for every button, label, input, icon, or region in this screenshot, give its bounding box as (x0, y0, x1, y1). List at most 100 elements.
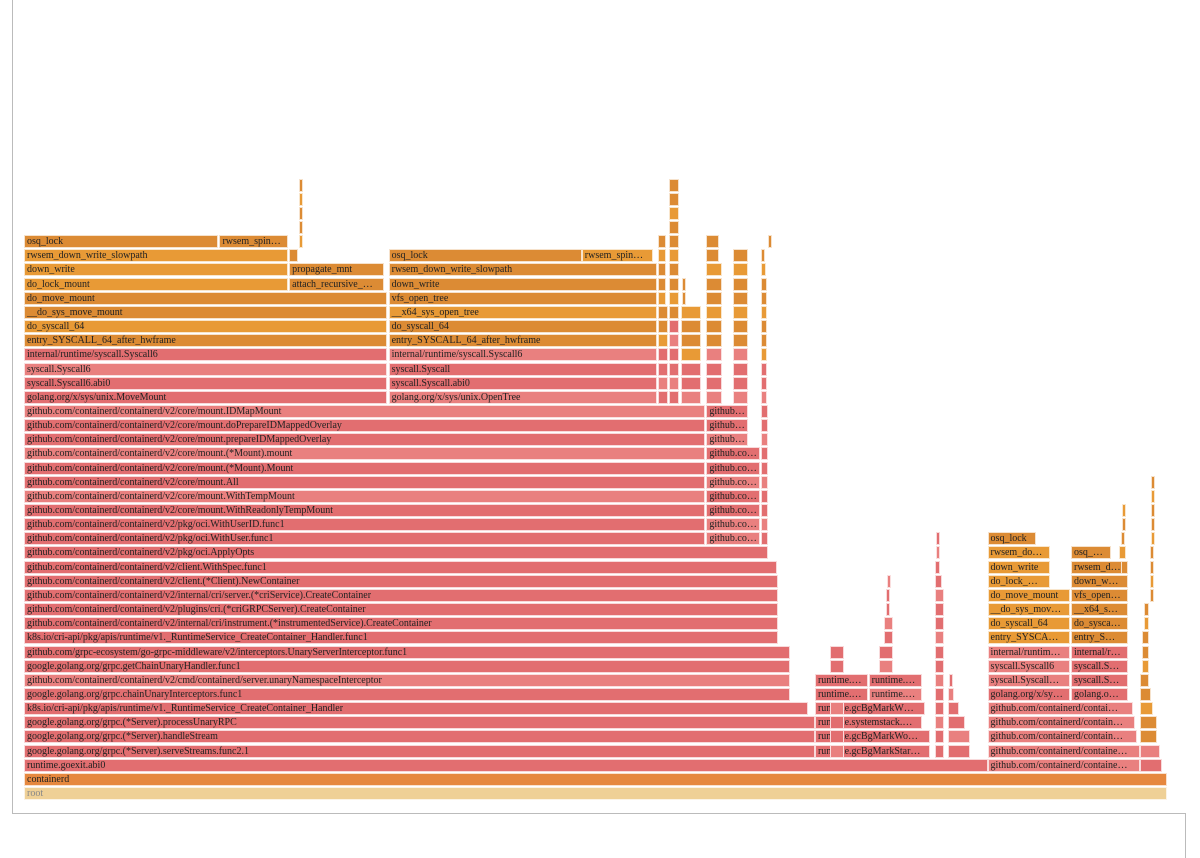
flame-frame[interactable]: github… (706, 419, 748, 433)
flame-frame[interactable] (761, 362, 767, 376)
flame-frame[interactable] (761, 305, 767, 319)
flame-frame[interactable]: github.com/containerd/contain… (987, 716, 1135, 730)
flame-frame[interactable]: github.com/containerd/containerd/v2/core… (24, 433, 706, 447)
flame-frame[interactable] (1122, 518, 1127, 532)
flame-frame[interactable] (682, 291, 687, 305)
flame-frame[interactable] (761, 518, 769, 532)
flame-frame[interactable]: google.golang.org/grpc.(*Server).process… (24, 716, 815, 730)
flame-frame[interactable] (668, 362, 679, 376)
flame-frame[interactable] (948, 673, 954, 687)
flame-frame[interactable] (658, 263, 667, 277)
flame-frame[interactable] (947, 744, 971, 758)
flame-frame[interactable]: entry_SYSCALL_64_after_hwframe (388, 334, 658, 348)
flame-frame[interactable] (668, 221, 679, 234)
flame-frame[interactable]: rwsem_spin… (219, 235, 289, 249)
flame-frame[interactable] (299, 178, 304, 192)
flame-frame[interactable] (829, 659, 844, 673)
flame-frame[interactable]: github.co… (706, 532, 761, 546)
flame-frame[interactable]: github.com/containerd/containerd/v2/cmd/… (24, 673, 790, 687)
flame-frame[interactable]: internal/runtim… (987, 645, 1070, 659)
flame-frame[interactable] (761, 320, 767, 334)
flame-frame[interactable] (761, 532, 769, 546)
flame-frame[interactable] (761, 475, 769, 489)
flame-frame[interactable]: runtime.… (814, 673, 868, 687)
flame-frame[interactable]: internal/runtime/syscall.Syscall6 (24, 348, 388, 362)
flame-frame[interactable] (934, 588, 945, 602)
flame-frame[interactable] (299, 206, 304, 220)
flame-frame[interactable] (761, 461, 769, 475)
flame-frame[interactable] (761, 249, 766, 263)
flame-frame[interactable]: syscall.Syscall… (987, 673, 1070, 687)
flame-frame[interactable] (878, 659, 893, 673)
flame-frame[interactable]: syscall.Syscall6 (24, 362, 388, 376)
flame-frame[interactable] (706, 249, 719, 263)
flame-frame[interactable]: osq_lock (987, 532, 1036, 546)
flame-frame[interactable]: rwsem_d… (1070, 560, 1126, 574)
flame-frame[interactable] (886, 574, 891, 588)
flame-frame[interactable]: github.com/containerd/containerd/v2/inte… (24, 588, 779, 602)
flame-frame[interactable] (934, 617, 945, 631)
flame-frame[interactable] (829, 645, 844, 659)
flame-frame[interactable] (761, 348, 767, 362)
flame-frame[interactable]: osq_lock (24, 235, 219, 249)
flame-frame[interactable] (947, 687, 955, 701)
flame-frame[interactable]: runtime.… (868, 673, 923, 687)
flame-frame[interactable]: do_lock_mount (24, 277, 289, 291)
flame-frame[interactable] (658, 376, 668, 390)
flame-frame[interactable]: internal/runtime/syscall.Syscall6 (388, 348, 658, 362)
flame-frame[interactable]: github.com/containerd/contai… (987, 702, 1133, 716)
flame-frame[interactable] (668, 348, 679, 362)
flame-frame[interactable] (668, 192, 679, 206)
flame-frame[interactable] (936, 532, 941, 546)
flame-frame[interactable] (299, 192, 304, 206)
flame-frame[interactable] (668, 305, 679, 319)
flame-frame[interactable] (1149, 560, 1154, 574)
flame-frame[interactable] (1150, 475, 1155, 489)
flame-frame[interactable]: syscall.Syscall6.abi0 (24, 376, 388, 390)
flame-frame[interactable]: google.golang.org/grpc.(*Server).serveSt… (24, 744, 815, 758)
flame-frame[interactable] (1141, 659, 1149, 673)
flame-frame[interactable]: syscall.S… (1070, 673, 1129, 687)
flame-frame[interactable] (768, 235, 773, 249)
flame-frame[interactable] (936, 546, 941, 560)
flame-frame[interactable] (1144, 603, 1149, 617)
flame-frame[interactable]: github.com/containerd/containerd/v2/pkg/… (24, 518, 706, 532)
flame-frame[interactable] (934, 631, 945, 645)
flame-frame[interactable]: attach_recursive_… (289, 277, 385, 291)
flame-frame[interactable] (1141, 645, 1149, 659)
flame-frame[interactable] (761, 334, 767, 348)
flame-frame[interactable] (1149, 588, 1154, 602)
flame-frame[interactable] (732, 376, 748, 390)
flame-frame[interactable]: github.com/grpc-ecosystem/go-grpc-middle… (24, 645, 790, 659)
flame-frame[interactable] (668, 263, 679, 277)
flame-frame[interactable]: propagate_mnt (289, 263, 385, 277)
flame-frame[interactable] (1150, 532, 1155, 546)
flame-frame[interactable] (681, 320, 701, 334)
flame-frame[interactable] (761, 277, 767, 291)
flame-frame[interactable] (668, 206, 679, 220)
flame-frame[interactable] (732, 320, 748, 334)
flame-frame[interactable]: github.com/containerd/containerd/v2/core… (24, 504, 706, 517)
flame-frame[interactable] (732, 390, 748, 404)
flame-frame[interactable] (1139, 744, 1161, 758)
flame-frame[interactable] (761, 489, 769, 503)
flame-frame[interactable] (934, 603, 945, 617)
flame-frame[interactable]: github.co… (706, 461, 761, 475)
flame-frame[interactable]: github.co… (706, 489, 761, 503)
flame-frame[interactable] (732, 277, 748, 291)
flame-frame[interactable] (706, 263, 723, 277)
flame-frame[interactable]: github.co… (706, 518, 761, 532)
flame-frame[interactable] (934, 645, 945, 659)
flame-frame[interactable] (878, 645, 893, 659)
flame-frame[interactable] (1150, 518, 1155, 532)
flame-frame[interactable] (732, 249, 748, 263)
flame-frame[interactable] (934, 744, 945, 758)
flame-frame[interactable]: github.com/containerd/containerd/v2/pkg/… (24, 532, 706, 546)
flame-frame[interactable]: syscall.Syscall (388, 362, 658, 376)
flame-frame[interactable]: do_syscall_64 (388, 320, 658, 334)
flame-frame[interactable] (1139, 687, 1151, 701)
flame-frame[interactable] (732, 263, 748, 277)
flame-frame[interactable] (668, 320, 679, 334)
flame-frame[interactable]: runtime.… (868, 687, 923, 701)
flame-frame[interactable] (658, 348, 668, 362)
